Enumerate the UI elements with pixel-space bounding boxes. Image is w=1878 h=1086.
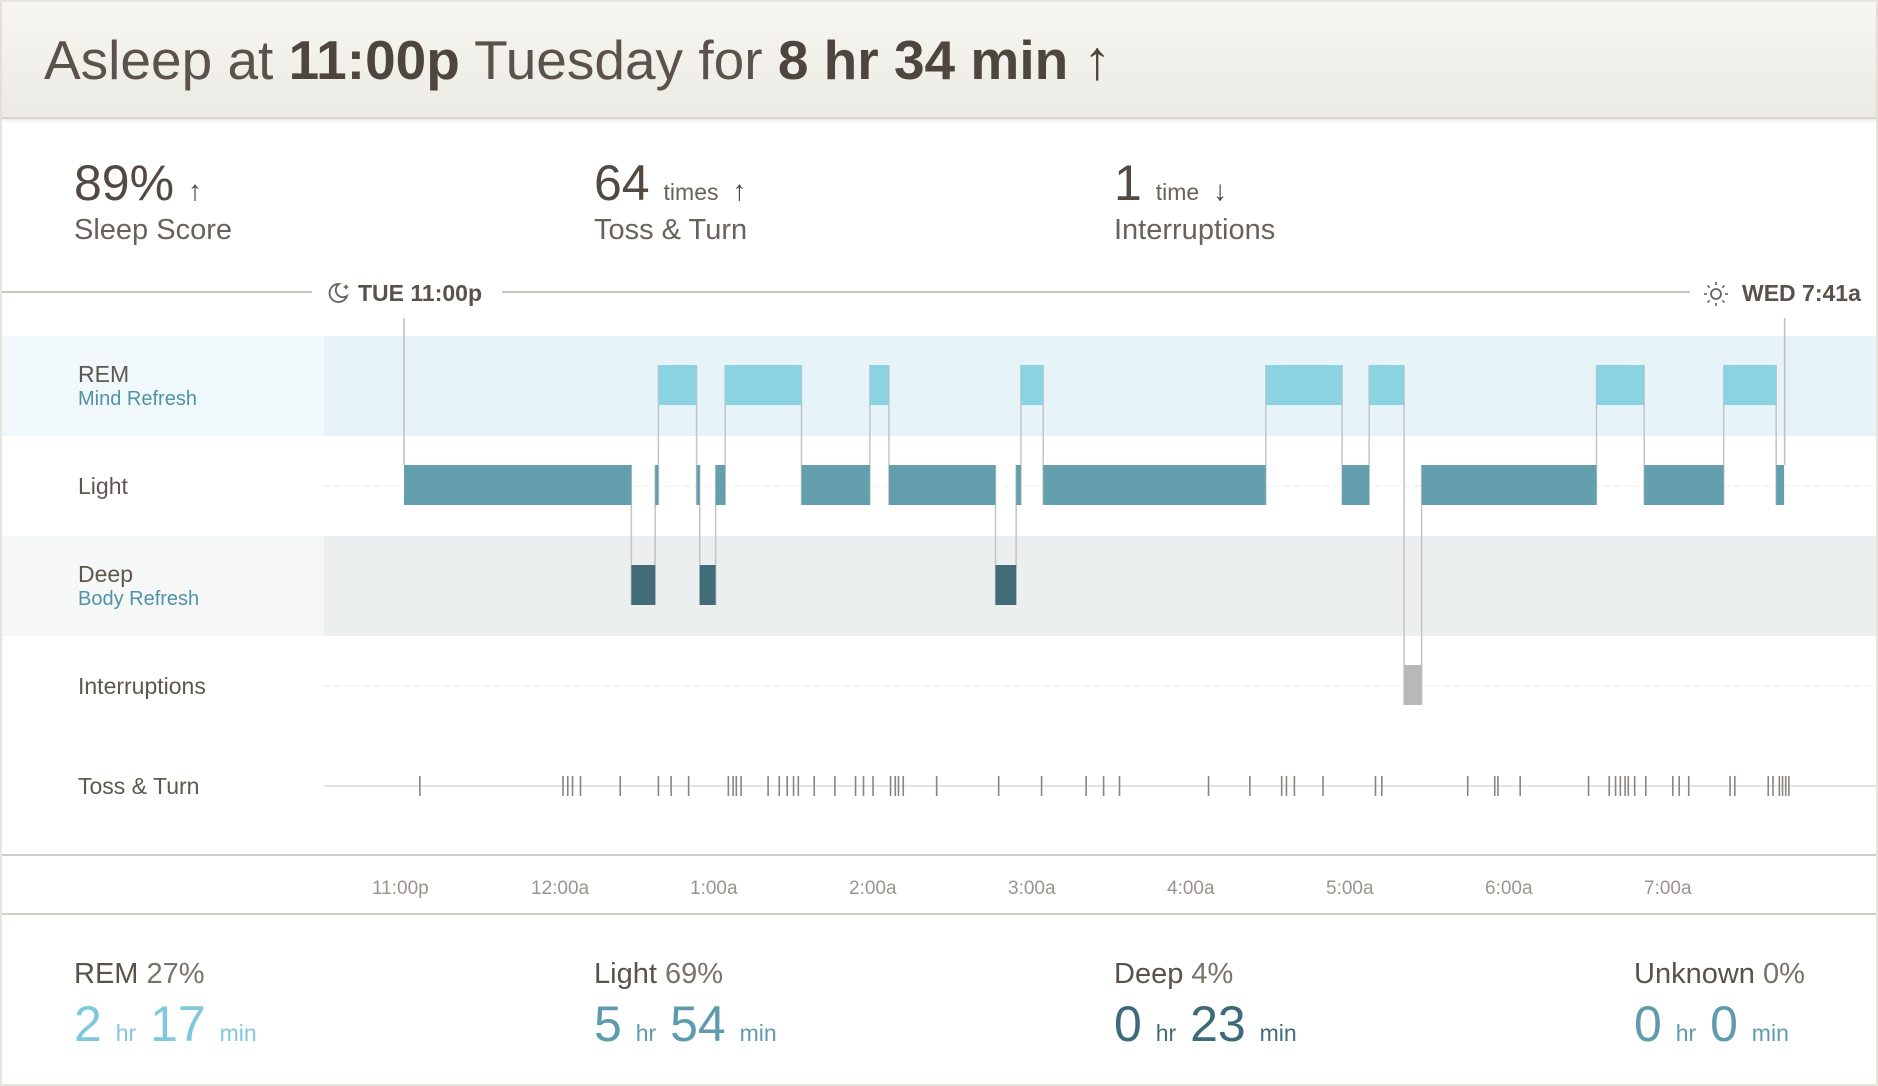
page-title: Asleep at 11:00p Tuesday for 8 hr 34 min… — [44, 28, 1111, 92]
stage-bar-deep — [631, 565, 656, 605]
stage-bar-light — [1016, 465, 1021, 505]
trend-up-icon: ↑ — [187, 175, 202, 206]
stage-bar-rem — [1596, 365, 1645, 405]
sleep-score-stat: 89% ↑ Sleep Score — [74, 154, 232, 247]
toss-turn-label: Toss & Turn — [594, 214, 748, 246]
row-label-deep: Deep Body Refresh — [78, 561, 200, 611]
stage-bar-interruptions — [1404, 665, 1422, 705]
sleep-duration: 8 hr 34 min — [777, 29, 1069, 91]
rem-summary: REM 27% 2 hr 17 min — [74, 958, 257, 1052]
rem-duration: 2 hr 17 min — [74, 996, 257, 1052]
stage-bar-rem — [1020, 365, 1044, 405]
light-duration: 5 hr 54 min — [594, 996, 777, 1052]
stage-bar-deep — [995, 565, 1017, 605]
interruptions-value: 1 — [1114, 155, 1142, 211]
interruptions-label: Interruptions — [1114, 214, 1276, 246]
stage-layer — [403, 318, 1786, 705]
unknown-duration: 0 hr 0 min — [1634, 996, 1789, 1052]
interruptions-unit: time — [1155, 179, 1200, 205]
stage-bar-light — [888, 465, 996, 505]
stage-bar-light — [404, 465, 632, 505]
stage-bar-light — [1776, 465, 1785, 505]
sleep-day: Tuesday — [474, 29, 684, 91]
moon-icon — [328, 283, 349, 303]
stage-bar-rem — [725, 365, 802, 405]
stage-bar-light — [1342, 465, 1370, 505]
stage-bar-rem — [1723, 365, 1777, 405]
unknown-summary: Unknown 0% 0 hr 0 min — [1634, 958, 1805, 1052]
axis-tick-label: 3:00a — [1008, 878, 1056, 899]
timeline-end-label: WED 7:41a — [1742, 280, 1861, 307]
stage-bar-light — [655, 465, 659, 505]
summary-header: Asleep at 11:00p Tuesday for 8 hr 34 min… — [2, 2, 1876, 119]
title-for: for — [698, 29, 763, 91]
axis-tick-label: 4:00a — [1167, 878, 1215, 899]
toss-turn-value: 64 — [594, 155, 650, 211]
sun-icon — [1704, 282, 1728, 306]
stage-bar-rem — [658, 365, 697, 405]
row-label-interruptions: Interruptions — [78, 673, 206, 699]
axis-tick-label: 7:00a — [1644, 878, 1692, 899]
title-prefix: Asleep at — [44, 29, 274, 91]
stage-bar-light — [696, 465, 700, 505]
trend-up-icon: ↑ — [1083, 29, 1111, 91]
light-summary: Light 69% 5 hr 54 min — [594, 958, 777, 1052]
timeline-start-label: TUE 11:00p — [358, 280, 482, 307]
stage-bar-light — [801, 465, 870, 505]
row-label-light: Light — [78, 473, 128, 499]
interruptions-stat: 1 time ↓ Interruptions — [1114, 154, 1275, 247]
deep-summary: Deep 4% 0 hr 23 min — [1114, 958, 1297, 1052]
axis-tick-label: 2:00a — [849, 878, 897, 899]
sleep-score-value: 89% — [74, 155, 175, 211]
deep-duration: 0 hr 23 min — [1114, 996, 1297, 1052]
sleep-score-label: Sleep Score — [74, 214, 232, 246]
axis-tick-label: 5:00a — [1326, 878, 1374, 899]
stage-bar-light — [1644, 465, 1724, 505]
stage-bar-rem — [869, 365, 889, 405]
deep-band — [324, 536, 1876, 636]
axis-tick-label: 1:00a — [690, 878, 738, 899]
toss-turn-stat: 64 times ↑ Toss & Turn — [594, 154, 747, 247]
stage-bar-rem — [1369, 365, 1405, 405]
toss-turn-unit: times — [663, 179, 719, 205]
axis-tick-label: 11:00p — [372, 878, 429, 899]
stage-bar-light — [715, 465, 726, 505]
row-label-rem: REM Mind Refresh — [78, 361, 197, 411]
row-label-toss-turn: Toss & Turn — [78, 773, 200, 799]
stage-bar-rem — [1265, 365, 1343, 405]
trend-up-icon: ↑ — [732, 175, 747, 206]
axis-tick-label: 12:00a — [531, 878, 590, 899]
stage-bar-deep — [699, 565, 716, 605]
trend-down-icon: ↓ — [1213, 175, 1228, 206]
axis-tick-label: 6:00a — [1485, 878, 1533, 899]
stage-bar-light — [1043, 465, 1266, 505]
stage-bar-light — [1421, 465, 1597, 505]
sleep-start-time: 11:00p — [288, 29, 460, 91]
toss-turn-marks — [419, 776, 1790, 796]
